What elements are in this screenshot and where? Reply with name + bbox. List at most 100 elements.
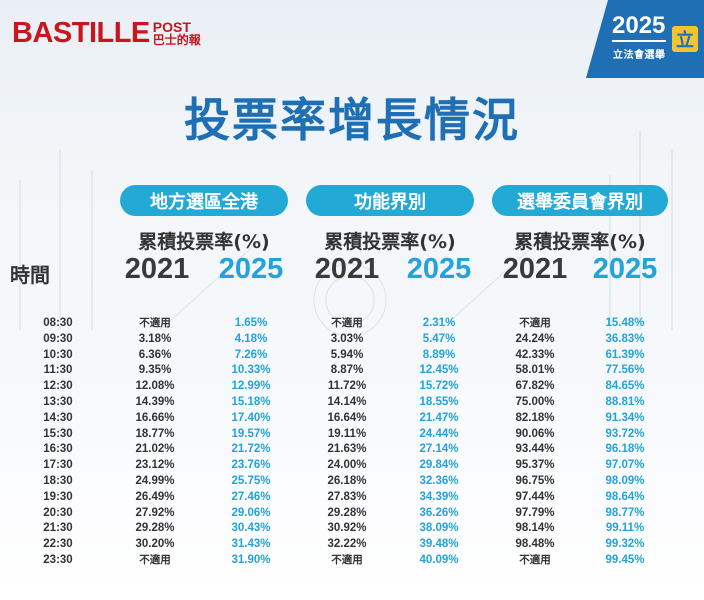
ec-2021-value: 不適用	[519, 317, 551, 329]
table-row: 20:30 27.92% 29.06% 29.28% 36.26% 97.79% 98.77…	[0, 506, 704, 522]
row-time: 08:30	[43, 317, 73, 329]
func-2021-value: 19.11%	[327, 427, 367, 440]
geo-2021-value: 24.99%	[135, 474, 175, 487]
logo-post-text: POST	[152, 19, 191, 36]
func-2021-value: 30.92%	[327, 522, 367, 535]
ec-2025-value: 77.56%	[605, 364, 645, 377]
func-2021-value: 29.28%	[327, 506, 367, 519]
table-row: 12:30 12.08% 12.99% 11.72% 15.72% 67.82% 84.65…	[0, 379, 704, 395]
ec-2021-value: 97.44%	[515, 490, 555, 503]
geo-2025-value: 4.18%	[234, 332, 268, 345]
table-row: 18:30 24.99% 25.75% 26.18% 32.36% 96.75% 98.09…	[0, 474, 704, 490]
ec-2025-value: 98.64%	[605, 490, 645, 503]
ec-2021-value: 96.75%	[515, 474, 555, 487]
geo-2021-value: 6.36%	[138, 348, 172, 361]
geo-2025-value: 23.76%	[231, 459, 271, 472]
table-row: 23:30 不適用 31.90% 不適用 40.09% 不適用 99.45%	[0, 553, 704, 569]
subheader-election-committee: 累積投票率(%)	[514, 231, 646, 253]
geo-2025-value: 12.99%	[231, 380, 271, 393]
func-2021-value: 5.94%	[330, 348, 364, 361]
func-2025-value: 18.55%	[419, 395, 459, 408]
badge-subtitle: 立法會選舉	[613, 50, 666, 61]
func-2025-value: 5.47%	[422, 332, 456, 345]
ec-2021-value: 不適用	[519, 553, 551, 566]
badge-year: 2025	[612, 12, 666, 39]
table-row: 11:30 9.35% 10.33% 8.87% 12.45% 58.01% 77.56%	[0, 363, 704, 379]
func-2025-value: 36.26%	[419, 506, 459, 519]
table-row: 15:30 18.77% 19.57% 19.11% 24.44% 90.06% 93.72…	[0, 427, 704, 443]
logo-wordmark: BASTILLE	[12, 17, 150, 49]
ec-2025-value: 96.18%	[605, 443, 645, 456]
geo-2025-value: 7.26%	[234, 348, 268, 361]
row-time: 16:30	[43, 443, 73, 456]
func-2021-value: 24.00%	[327, 459, 367, 472]
ec-2025-value: 97.07%	[605, 459, 645, 472]
geo-2021-value: 3.18%	[138, 332, 172, 345]
func-2021-value: 3.03%	[330, 332, 364, 345]
row-time: 17:30	[43, 459, 73, 472]
row-time: 22:30	[43, 538, 73, 551]
geo-2021-value: 27.92%	[135, 506, 175, 519]
geo-2021-value: 23.12%	[135, 459, 175, 472]
geo-2021-value: 14.39%	[135, 395, 175, 408]
table-row: 08:30 不適用 1.65% 不適用 2.31% 不適用 15.48%	[0, 316, 704, 332]
subheader-functional: 累積投票率(%)	[324, 231, 456, 253]
ec-2021-value: 58.01%	[515, 364, 555, 377]
row-time: 18:30	[43, 474, 73, 487]
geo-2021-value: 26.49%	[135, 490, 175, 503]
turnout-table-body: 08:30 不適用 1.65% 不適用 2.31% 不適用 15.48% 09:30 3.18%…	[0, 316, 704, 569]
table-row: 16:30 21.02% 21.72% 21.63% 27.14% 93.44% 96.18…	[0, 442, 704, 458]
row-time: 09:30	[43, 332, 73, 345]
table-row: 10:30 6.36% 7.26% 5.94% 8.89% 42.33% 61.39%	[0, 348, 704, 364]
time-column-header: 時間	[10, 263, 50, 287]
row-time: 10:30	[43, 348, 73, 361]
table-row: 17:30 23.12% 23.76% 24.00% 29.84% 95.37% 97.07…	[0, 458, 704, 474]
geo-2021-value: 16.66%	[135, 411, 175, 424]
geo-2025-value: 19.57%	[231, 427, 271, 440]
geo-2021-value: 21.02%	[135, 443, 175, 456]
ec-2025-value: 88.81%	[605, 395, 645, 408]
geo-2025-value: 21.72%	[231, 443, 271, 456]
func-2021-value: 16.64%	[327, 411, 367, 424]
geo-2025-value: 27.46%	[231, 490, 271, 503]
geo-2025-value: 31.43%	[231, 538, 271, 551]
ec-2025-value: 91.34%	[605, 411, 645, 424]
geo-2025-value: 29.06%	[231, 506, 271, 519]
geo-2025-value: 1.65%	[234, 317, 268, 329]
year-header-func-2025: 2025	[406, 253, 472, 285]
geo-2021-value: 29.28%	[135, 522, 175, 535]
ec-2021-value: 90.06%	[515, 427, 555, 440]
func-2021-value: 11.72%	[327, 380, 367, 393]
func-2025-value: 38.09%	[419, 522, 459, 535]
func-2025-value: 8.89%	[422, 348, 456, 361]
func-2025-value: 32.36%	[419, 474, 459, 487]
func-2021-value: 21.63%	[327, 443, 367, 456]
ec-2021-value: 93.44%	[515, 443, 555, 456]
subheader-geographical: 累積投票率(%)	[138, 231, 270, 253]
func-2021-value: 8.87%	[330, 364, 364, 377]
ec-2025-value: 99.32%	[605, 538, 645, 551]
logo-chinese-text: 巴士的報	[152, 33, 201, 48]
geo-2025-value: 30.43%	[231, 522, 271, 535]
geo-2021-value: 18.77%	[135, 427, 175, 440]
func-2025-value: 40.09%	[419, 553, 459, 566]
year-header-ec-2025: 2025	[592, 253, 658, 285]
ec-2021-value: 75.00%	[515, 395, 555, 408]
table-row: 09:30 3.18% 4.18% 3.03% 5.47% 24.24% 36.83%	[0, 332, 704, 348]
group-header-election-committee: 選舉委員會界別	[492, 185, 668, 216]
ec-2025-value: 15.48%	[605, 317, 645, 329]
row-time: 19:30	[43, 490, 73, 503]
row-time: 21:30	[43, 522, 73, 535]
ec-2021-value: 67.82%	[515, 380, 555, 393]
geo-2021-value: 9.35%	[138, 364, 172, 377]
election-badge: 2025 立法會選舉 立	[586, 0, 704, 78]
geo-2025-value: 25.75%	[231, 474, 271, 487]
geo-2021-value: 不適用	[139, 317, 171, 329]
func-2021-value: 26.18%	[327, 474, 367, 487]
table-row: 14:30 16.66% 17.40% 16.64% 21.47% 82.18% 91.34…	[0, 411, 704, 427]
func-2025-value: 39.48%	[419, 538, 459, 551]
row-time: 23:30	[43, 553, 73, 566]
group-header-functional: 功能界別	[306, 185, 474, 216]
table-row: 22:30 30.20% 31.43% 32.22% 39.48% 98.48% 99.32…	[0, 537, 704, 553]
ec-2021-value: 95.37%	[515, 459, 555, 472]
